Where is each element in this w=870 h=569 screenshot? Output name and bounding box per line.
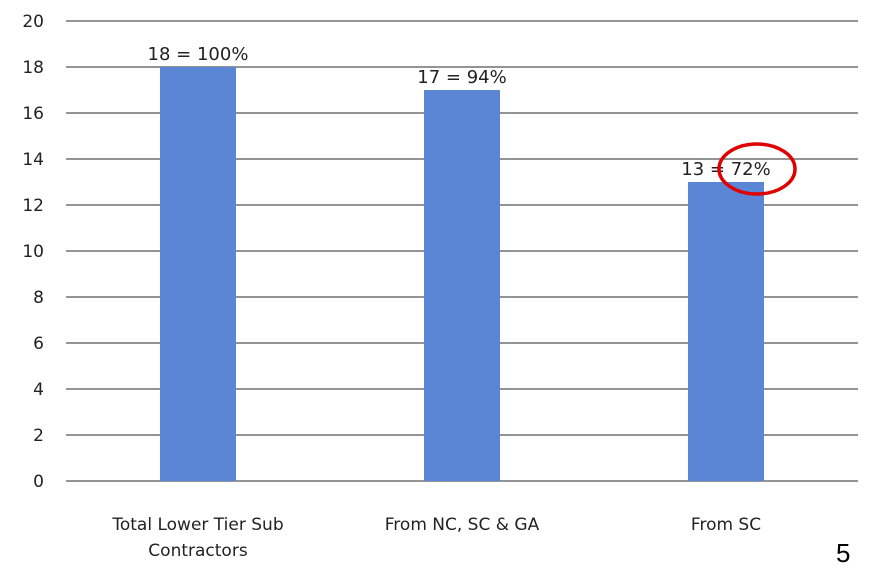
- highlight-circle: [717, 142, 797, 196]
- y-tick-label: 16: [22, 104, 44, 124]
- bar: [424, 90, 500, 481]
- page-number: 5: [836, 538, 851, 568]
- category-label: From SC: [691, 515, 761, 535]
- data-label: 17 = 94%: [417, 67, 506, 88]
- y-axis-ticks: 0 2 4 6 8 10 12 14 16 18 20: [22, 12, 44, 492]
- x-axis-categories: Total Lower Tier Sub Contractors From NC, …: [111, 515, 761, 561]
- y-tick-label: 2: [33, 426, 44, 446]
- category-label: Total Lower Tier Sub: [111, 515, 283, 535]
- data-label: 13 = 72%: [681, 159, 770, 180]
- data-labels: 18 = 100% 17 = 94% 13 = 72%: [148, 44, 771, 180]
- y-tick-label: 14: [22, 150, 44, 170]
- category-label: From NC, SC & GA: [385, 515, 540, 535]
- bar: [688, 182, 764, 481]
- y-tick-label: 20: [22, 12, 44, 32]
- data-label: 18 = 100%: [148, 44, 249, 65]
- annotations: [717, 142, 797, 196]
- y-tick-label: 12: [22, 196, 44, 216]
- category-label: Contractors: [148, 541, 248, 561]
- y-tick-label: 4: [33, 380, 44, 400]
- bar: [160, 67, 236, 481]
- y-tick-label: 6: [33, 334, 44, 354]
- y-tick-label: 8: [33, 288, 44, 308]
- y-tick-label: 18: [22, 58, 44, 78]
- y-tick-label: 10: [22, 242, 44, 262]
- bars: [160, 67, 764, 481]
- y-tick-label: 0: [33, 472, 44, 492]
